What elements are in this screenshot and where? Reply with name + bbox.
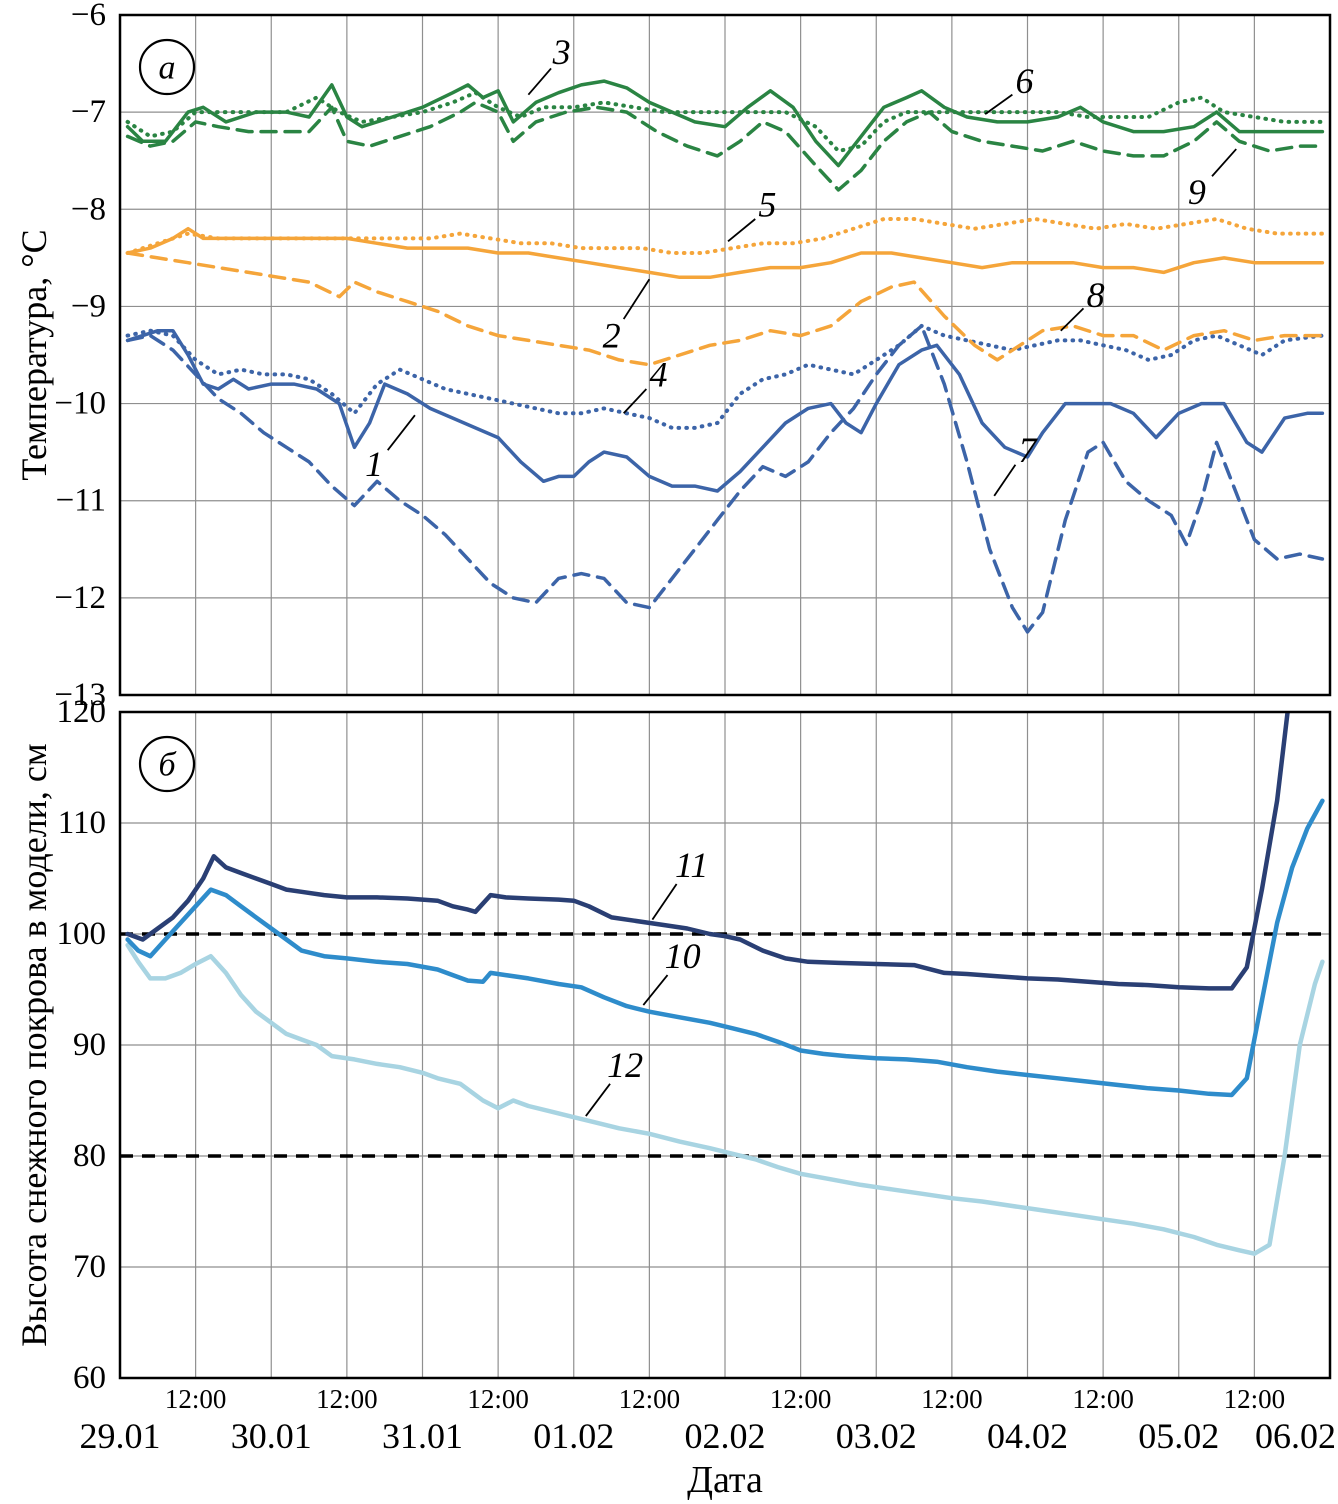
y-tick-label: −13: [54, 677, 106, 713]
y-tick-label: 80: [73, 1138, 106, 1174]
x-tick-date: 31.01: [382, 1416, 463, 1456]
x-tick-noon: 12:00: [1072, 1384, 1134, 1414]
panel-b: 60 70 80 90 100 110 120 11 10 12 б: [57, 694, 1332, 1396]
y-tick-label: −9: [71, 288, 106, 324]
x-tick-noon: 12:00: [467, 1384, 529, 1414]
series-11: [125, 712, 1290, 991]
x-tick-noon: 12:00: [1224, 1384, 1286, 1414]
y-tick-label: 60: [73, 1360, 106, 1396]
curve-label-12: 12: [607, 1045, 643, 1085]
panel-tag-letter: б: [158, 747, 177, 784]
x-axis-labels: 29.01 30.01 31.01 01.02 02.02 03.02 04.02 05.02…: [80, 1384, 1337, 1456]
y-tick-label: −10: [54, 386, 106, 422]
x-tick-noon: 12:00: [165, 1384, 227, 1414]
curve-label-4: 4: [649, 354, 667, 394]
x-tick-noon: 12:00: [770, 1384, 832, 1414]
series-12: [125, 942, 1325, 1256]
curve-label-1: 1: [365, 444, 383, 484]
series-10: [125, 798, 1325, 1098]
curve-label-9: 9: [1188, 172, 1206, 212]
curve-label-11: 11: [675, 845, 708, 885]
series-9: [125, 100, 1325, 192]
y-tick-label: 100: [57, 916, 107, 952]
panel-tag-letter: а: [159, 50, 176, 87]
y-axis-label-snow-height: Высота снежного покрова в модели, см: [14, 743, 54, 1347]
panel-tag-circle: [138, 38, 196, 96]
curve-label-5: 5: [758, 184, 776, 224]
series-7: [125, 324, 1325, 634]
series-1: [125, 328, 1325, 493]
x-tick-date: 06.02: [1255, 1416, 1336, 1456]
curve-label-6: 6: [1015, 61, 1033, 101]
y-tick-label: −7: [71, 94, 106, 130]
x-tick-date: 30.01: [231, 1416, 312, 1456]
panel-tag-circle: [138, 735, 196, 793]
x-tick-date: 04.02: [987, 1416, 1068, 1456]
x-tick-date: 29.01: [80, 1416, 161, 1456]
x-tick-noon: 12:00: [316, 1384, 378, 1414]
curve-label-8: 8: [1087, 275, 1105, 315]
x-tick-noon: 12:00: [921, 1384, 983, 1414]
y-tick-label: −8: [71, 191, 106, 227]
curve-label-3: 3: [552, 32, 571, 72]
y-tick-label: −11: [56, 483, 106, 519]
curve-label-2: 2: [603, 316, 621, 356]
curve-label-10: 10: [665, 936, 701, 976]
y-tick-label: 70: [73, 1249, 106, 1285]
y-tick-label: 90: [73, 1027, 106, 1063]
y-tick-label: −12: [54, 580, 106, 616]
curve-label-7: 7: [1019, 430, 1039, 470]
x-tick-date: 05.02: [1138, 1416, 1219, 1456]
y-tick-label: 110: [58, 805, 106, 841]
series-5: [125, 217, 1325, 255]
x-tick-noon: 12:00: [619, 1384, 681, 1414]
series-8: [125, 251, 1325, 367]
x-tick-date: 03.02: [836, 1416, 917, 1456]
x-tick-date: 01.02: [533, 1416, 614, 1456]
x-axis-label-date: Дата: [687, 1459, 763, 1501]
series-6: [125, 90, 1325, 153]
y-axis-label-temperature: Температура, °С: [14, 229, 54, 481]
x-tick-date: 02.02: [685, 1416, 766, 1456]
y-tick-label: −6: [71, 0, 106, 33]
panel-a: −6 −7 −8 −9 −10 −11 −12 −13 3 6 9 5 2 8 4 1 7 а: [54, 0, 1332, 713]
series-4: [125, 323, 1325, 430]
y-tick-label: 120: [57, 694, 107, 730]
